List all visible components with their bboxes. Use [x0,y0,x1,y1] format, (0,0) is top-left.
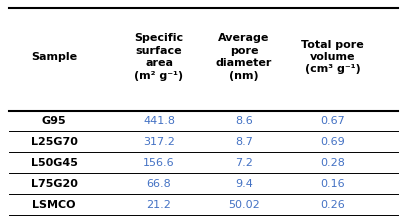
Text: 0.69: 0.69 [320,137,345,147]
Text: 66.8: 66.8 [147,179,171,189]
Text: 317.2: 317.2 [143,137,175,147]
Text: L75G20: L75G20 [31,179,77,189]
Text: 0.28: 0.28 [320,158,345,168]
Text: Total pore
volume
(cm³ g⁻¹): Total pore volume (cm³ g⁻¹) [302,40,364,74]
Text: 0.67: 0.67 [320,116,345,126]
Text: 8.7: 8.7 [235,137,253,147]
Text: 8.6: 8.6 [235,116,253,126]
Text: 156.6: 156.6 [143,158,175,168]
Text: 50.02: 50.02 [228,200,260,210]
Text: 0.16: 0.16 [321,179,345,189]
Text: Sample: Sample [31,52,77,62]
Text: L25G70: L25G70 [31,137,77,147]
Text: 7.2: 7.2 [235,158,253,168]
Text: LSMCO: LSMCO [32,200,76,210]
Text: G95: G95 [42,116,66,126]
Text: L50G45: L50G45 [31,158,77,168]
Text: Average
pore
diameter
(nm): Average pore diameter (nm) [216,33,272,81]
Text: Specific
surface
area
(m² g⁻¹): Specific surface area (m² g⁻¹) [134,33,184,81]
Text: 9.4: 9.4 [235,179,253,189]
Text: 441.8: 441.8 [143,116,175,126]
Text: 21.2: 21.2 [147,200,171,210]
Text: 0.26: 0.26 [320,200,345,210]
